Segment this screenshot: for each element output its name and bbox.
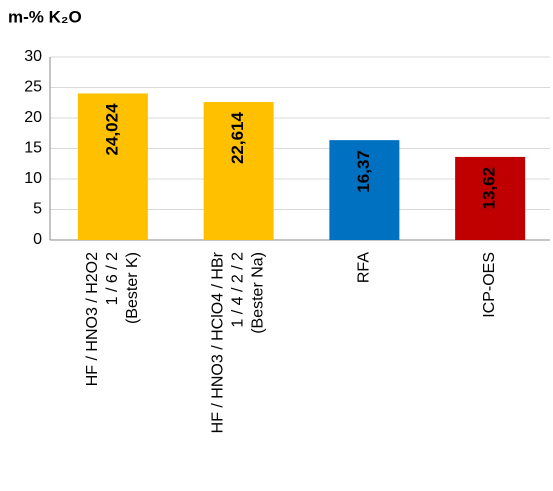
value-label: 16,37 <box>354 150 373 193</box>
value-label: 22,614 <box>228 112 247 165</box>
x-tick-label-line: (Bester Na) <box>250 252 267 334</box>
x-tick-label: ICP-OES <box>481 252 498 318</box>
bar <box>203 102 274 241</box>
x-tick-label-line: ICP-OES <box>481 252 498 318</box>
chart-title: m-% K₂O <box>8 7 82 26</box>
value-label: 24,024 <box>102 103 121 156</box>
x-tick-label-line: HF / HNO3 / HClO4 / HBr <box>210 251 227 433</box>
x-tick-label: RFA <box>356 252 373 283</box>
x-tick-label-line: HF / HNO3 / H2O2 <box>84 252 101 386</box>
x-tick-label-line: RFA <box>356 252 373 283</box>
y-tick-label: 10 <box>24 170 42 187</box>
bar <box>455 156 526 240</box>
y-tick-label: 25 <box>24 79 42 96</box>
x-tick-label: HF / HNO3 / H2O2 1 / 6 / 2 (Bester K) <box>84 252 141 386</box>
y-tick-label: 15 <box>24 140 42 157</box>
y-tick-label: 30 <box>24 48 42 65</box>
value-label: 13,62 <box>480 167 499 210</box>
x-tick-label-line: 1 / 4 / 2 / 2 <box>230 252 247 328</box>
y-tick-label: 20 <box>24 109 42 126</box>
bar <box>329 140 400 240</box>
bar <box>77 93 148 240</box>
x-tick-label-line: 1 / 6 / 2 <box>104 252 121 305</box>
x-tick-label: HF / HNO3 / HClO4 / HBr 1 / 4 / 2 / 2 (Bes… <box>210 251 267 433</box>
x-tick-label-line: (Bester K) <box>124 252 141 324</box>
y-tick-label: 0 <box>33 231 42 248</box>
y-tick-label: 5 <box>33 201 42 218</box>
